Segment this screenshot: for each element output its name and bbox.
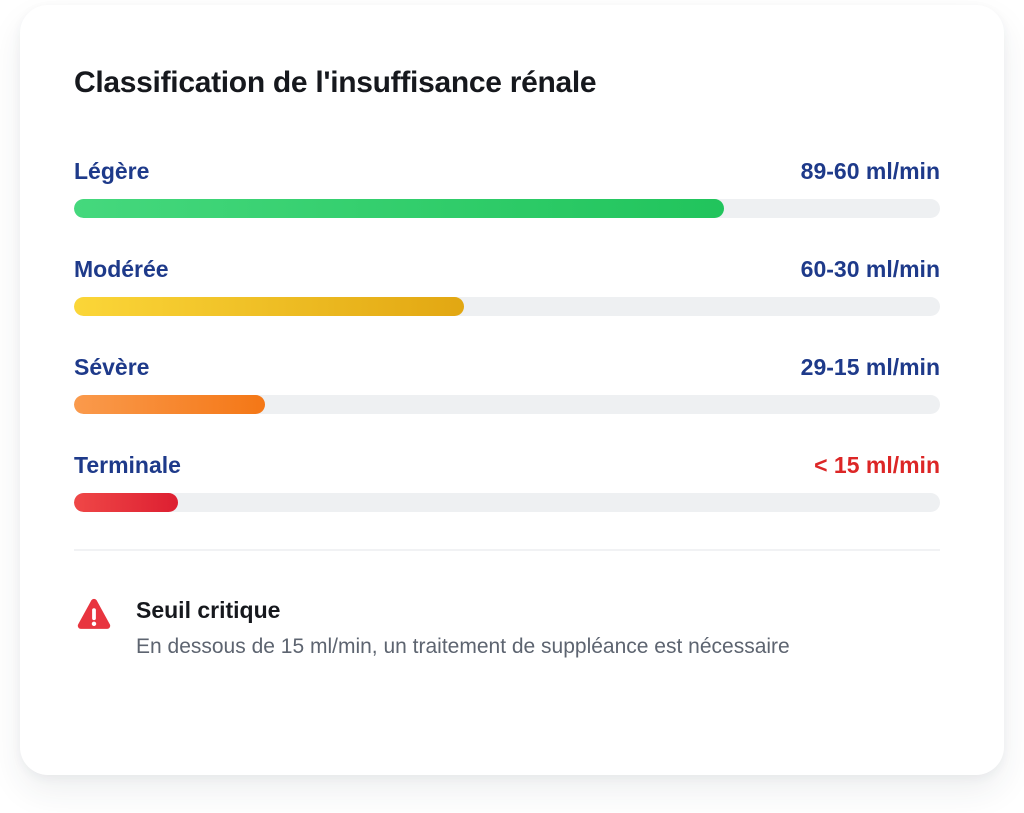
progress-track [74, 297, 940, 316]
row-value: 29-15 ml/min [800, 354, 940, 380]
classification-row-moderee: Modérée 60-30 ml/min [74, 255, 940, 316]
section-divider [74, 549, 940, 551]
progress-track [74, 395, 940, 414]
progress-track [74, 493, 940, 512]
progress-fill [74, 395, 265, 414]
row-value: 89-60 ml/min [800, 158, 940, 184]
progress-fill [74, 297, 464, 316]
progress-fill [74, 493, 178, 512]
row-header: Modérée 60-30 ml/min [74, 255, 940, 283]
row-value: 60-30 ml/min [800, 256, 940, 282]
row-header: Légère 89-60 ml/min [74, 157, 940, 185]
row-label: Sévère [74, 354, 150, 380]
alert-text: Seuil critique En dessous de 15 ml/min, … [136, 595, 790, 661]
alert-description: En dessous de 15 ml/min, un traitement d… [136, 635, 790, 658]
critical-threshold-alert: Seuil critique En dessous de 15 ml/min, … [74, 595, 940, 661]
page-title: Classification de l'insuffisance rénale [74, 66, 597, 99]
warning-triangle-icon [74, 597, 114, 638]
classification-row-legere: Légère 89-60 ml/min [74, 157, 940, 218]
row-label: Terminale [74, 452, 181, 478]
classification-row-severe: Sévère 29-15 ml/min [74, 353, 940, 414]
row-label: Légère [74, 158, 150, 184]
classification-row-terminale: Terminale < 15 ml/min [74, 451, 940, 512]
row-label: Modérée [74, 256, 169, 282]
alert-title: Seuil critique [136, 597, 281, 623]
classification-rows: Légère 89-60 ml/min Modérée 60-30 ml/min [74, 157, 940, 512]
row-header: Terminale < 15 ml/min [74, 451, 940, 479]
row-value: < 15 ml/min [814, 452, 940, 478]
progress-track [74, 199, 940, 218]
row-header: Sévère 29-15 ml/min [74, 353, 940, 381]
classification-card: Classification de l'insuffisance rénale … [20, 5, 1004, 775]
progress-fill [74, 199, 724, 218]
